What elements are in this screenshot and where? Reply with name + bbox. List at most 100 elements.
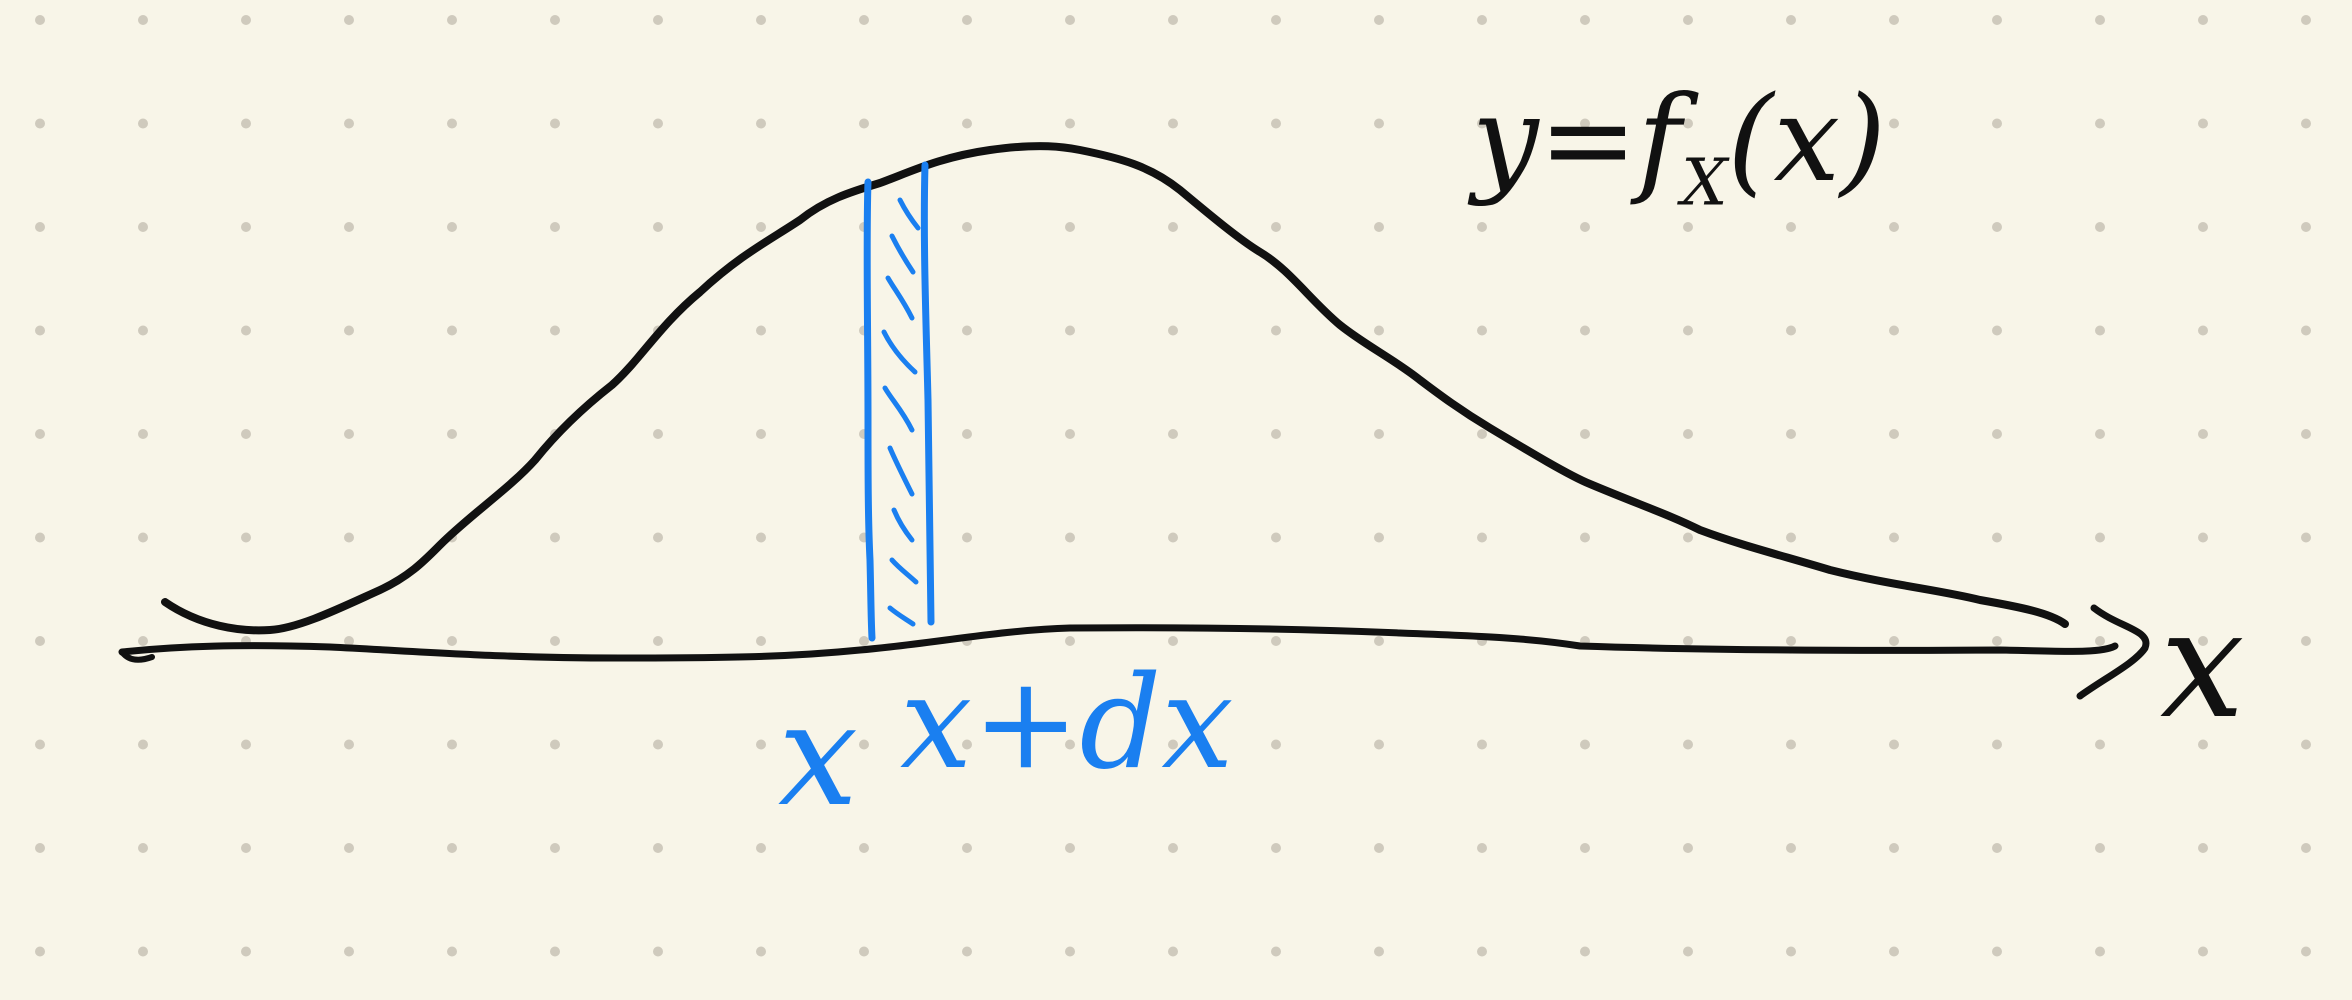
grid-dot	[344, 222, 354, 232]
grid-dot	[756, 947, 766, 957]
grid-dot	[447, 843, 457, 853]
grid-dot	[1992, 15, 2002, 25]
grid-dot	[1580, 15, 1590, 25]
grid-dot	[1168, 533, 1178, 543]
grid-dot	[1786, 636, 1796, 646]
grid-dot	[241, 429, 251, 439]
grid-dot	[1786, 429, 1796, 439]
grid-dot	[138, 843, 148, 853]
density-curve	[165, 146, 2065, 630]
grid-dot	[756, 429, 766, 439]
grid-dot	[138, 740, 148, 750]
grid-dot	[2301, 326, 2311, 336]
grid-dot	[962, 119, 972, 129]
grid-dot	[1580, 947, 1590, 957]
grid-dot	[1889, 119, 1899, 129]
grid-dot	[1580, 740, 1590, 750]
grid-dot	[2198, 947, 2208, 957]
grid-dot	[2198, 533, 2208, 543]
grid-dot	[1889, 533, 1899, 543]
grid-dot	[756, 15, 766, 25]
grid-dot	[1683, 326, 1693, 336]
grid-dot	[138, 119, 148, 129]
grid-dot	[1683, 533, 1693, 543]
grid-dot	[1065, 222, 1075, 232]
grid-dot	[1477, 843, 1487, 853]
grid-dot	[138, 636, 148, 646]
dot-grid	[35, 15, 2311, 957]
grid-dot	[1065, 429, 1075, 439]
grid-dot	[1065, 843, 1075, 853]
grid-dot	[1271, 947, 1281, 957]
grid-dot	[962, 222, 972, 232]
grid-dot	[138, 222, 148, 232]
grid-dot	[447, 947, 457, 957]
grid-dot	[1786, 15, 1796, 25]
grid-dot	[447, 326, 457, 336]
grid-dot	[859, 843, 869, 853]
grid-dot	[2198, 429, 2208, 439]
grid-dot	[1580, 843, 1590, 853]
grid-dot	[1786, 533, 1796, 543]
grid-dot	[2095, 326, 2105, 336]
grid-dot	[344, 533, 354, 543]
grid-dot	[653, 533, 663, 543]
grid-dot	[756, 636, 766, 646]
grid-dot	[2095, 429, 2105, 439]
grid-dot	[447, 222, 457, 232]
grid-dot	[550, 326, 560, 336]
grid-dot	[35, 119, 45, 129]
grid-dot	[1889, 15, 1899, 25]
grid-dot	[1992, 636, 2002, 646]
grid-dot	[2095, 222, 2105, 232]
grid-dot	[1683, 222, 1693, 232]
x-axis-label: x	[2160, 590, 2245, 740]
grid-dot	[1271, 326, 1281, 336]
grid-dot	[35, 15, 45, 25]
grid-dot	[2301, 636, 2311, 646]
grid-dot	[241, 222, 251, 232]
grid-dot	[2301, 947, 2311, 957]
grid-dot	[1786, 740, 1796, 750]
grid-dot	[1889, 429, 1899, 439]
grid-dot	[1271, 533, 1281, 543]
grid-dot	[2198, 222, 2208, 232]
grid-dot	[1580, 222, 1590, 232]
grid-dot	[1374, 947, 1384, 957]
grid-dot	[1065, 326, 1075, 336]
grid-dot	[344, 740, 354, 750]
grid-dot	[1786, 222, 1796, 232]
grid-dot	[962, 15, 972, 25]
strip-upper-bound-label: x+dx	[900, 660, 1234, 788]
grid-dot	[2301, 740, 2311, 750]
grid-dot	[1374, 636, 1384, 646]
grid-dot	[2095, 947, 2105, 957]
grid-dot	[1889, 636, 1899, 646]
grid-dot	[1992, 326, 2002, 336]
grid-dot	[962, 429, 972, 439]
grid-dot	[447, 740, 457, 750]
grid-dot	[1271, 119, 1281, 129]
grid-dot	[756, 326, 766, 336]
grid-dot	[1477, 326, 1487, 336]
grid-dot	[1477, 429, 1487, 439]
grid-dot	[1271, 222, 1281, 232]
grid-dot	[2301, 533, 2311, 543]
grid-dot	[241, 533, 251, 543]
grid-dot	[35, 429, 45, 439]
grid-dot	[1065, 119, 1075, 129]
grid-dot	[2095, 15, 2105, 25]
grid-dot	[241, 15, 251, 25]
grid-dot	[859, 119, 869, 129]
grid-dot	[756, 843, 766, 853]
grid-dot	[138, 429, 148, 439]
grid-dot	[2095, 533, 2105, 543]
grid-dot	[550, 119, 560, 129]
grid-dot	[653, 429, 663, 439]
grid-dot	[1168, 326, 1178, 336]
grid-dot	[653, 947, 663, 957]
grid-dot	[1065, 533, 1075, 543]
grid-dot	[1992, 533, 2002, 543]
grid-dot	[1477, 740, 1487, 750]
grid-dot	[344, 15, 354, 25]
